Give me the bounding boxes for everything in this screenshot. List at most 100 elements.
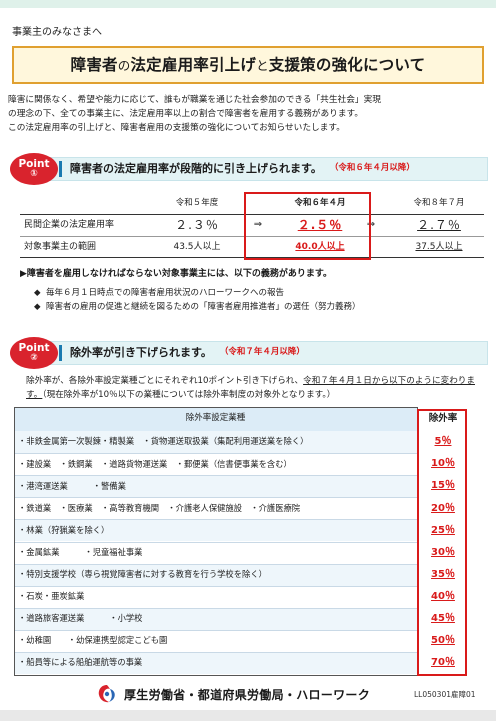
title-part-2: の — [117, 57, 131, 73]
page-title: 障害者の法定雇用率引上げと支援策の強化について — [71, 55, 426, 76]
row-label: 民間企業の法定雇用率 — [24, 219, 115, 230]
row-divider — [14, 563, 418, 565]
title-box: 障害者の法定雇用率引上げと支援策の強化について — [12, 46, 484, 84]
list-item: ◆ 障害者の雇用の促進と継続を図るための「障害者雇用推進者」の選任（努力義務） — [34, 300, 361, 314]
point1-heading: 障害者の法定雇用率が段階的に引き上げられます。 — [70, 161, 322, 175]
mhlw-logo-icon — [98, 685, 115, 703]
table-row: ・建設業 ・鉄鋼業 ・道路貨物運送業 ・郵便業（信書便事業を含む） 10％ — [14, 453, 468, 475]
table-row: ・石炭・亜炭鉱業 40％ — [14, 586, 468, 608]
scope-value: 43.5人以上 — [173, 242, 221, 253]
rate-cell: 30％ — [431, 546, 455, 558]
addressee-line: 事業主のみなさまへ — [12, 27, 102, 38]
table-row: ・林業（狩猟業を除く） 25％ — [14, 519, 468, 542]
scope-value: 37.5人以上 — [415, 242, 463, 253]
rate-cell: 35％ — [431, 568, 455, 580]
footer-decoration — [0, 710, 496, 721]
intro-paragraph: 障害に関係なく、希望や能力に応じて、誰もが職業を通じた社会参加のできる「共生社会… — [8, 93, 490, 135]
top-decoration-strip — [0, 0, 496, 8]
point1-heading-band: 障害者の法定雇用率が段階的に引き上げられます。 （令和６年４月以降） — [22, 157, 488, 181]
footer-organization: 厚生労働省・都道府県労働局・ハローワーク — [124, 688, 371, 702]
table-row: ・幼稚園 ・幼保連携型認定こども園 50％ — [14, 630, 468, 652]
rate-value: ２.７％ — [417, 217, 461, 232]
table-row: ・道路旅客運送業 ・小学校 45％ — [14, 607, 468, 630]
intro-line: 障害に関係なく、希望や能力に応じて、誰もが職業を通じた社会参加のできる「共生社会… — [8, 95, 381, 105]
rate-cell: 70％ — [431, 657, 455, 669]
title-part-4: と — [256, 57, 269, 73]
title-part-5: 支援策の強化について — [268, 55, 426, 74]
footer: 厚生労働省・都道府県労働局・ハローワーク LL050301雇障01 — [0, 676, 496, 721]
badge-number: ① — [30, 168, 38, 179]
highlight-frame — [244, 192, 371, 260]
point2-description: 除外率が、各除外率設定業種ごとにそれぞれ10ポイント引き下げられ、令和７年４月１… — [26, 375, 484, 402]
point2-heading: 除外率が引き下げられます。 — [70, 345, 212, 359]
table-row: ・鉄道業 ・医療業 ・高等教育機関 ・介護老人保健施設 ・介護医療院 20％ — [14, 497, 468, 519]
row-divider — [14, 541, 418, 543]
table-header-cell: 令和５年度 — [175, 198, 219, 209]
table-row: ・特別支援学校（専ら視覚障害者に対する教育を行う学校を除く） 35％ — [14, 563, 468, 586]
rate-cell: 40％ — [431, 590, 455, 602]
title-part-3: 法定雇用率引上げ — [130, 55, 257, 74]
table-header-rate: 除外率 — [418, 407, 468, 431]
title-part-1: 障害者 — [70, 55, 118, 74]
point2-heading-band: 除外率が引き下げられます。 （令和７年４月以降） — [22, 341, 488, 365]
highlight-frame — [417, 409, 467, 676]
table-header-cell — [20, 194, 148, 214]
duty-heading: ▶障害者を雇用しなければならない対象事業主には、以下の義務があります。 — [20, 269, 333, 279]
industry-cell: ・石炭・亜炭鉱業 — [18, 591, 85, 602]
table-header-row: 除外率設定業種 除外率 — [14, 407, 468, 431]
description-note: （現在除外率が10％以下の業種については除外率制度の対象外となります。） — [42, 389, 336, 400]
table-row: ・港湾運送業 ・警備業 15％ — [14, 475, 468, 498]
industry-cell: ・道路旅客運送業 ・小学校 — [14, 607, 418, 630]
rate-cell: 50％ — [431, 635, 455, 647]
industry-cell: ・船員等による船舶運航等の事業 — [14, 652, 418, 675]
point2-badge: Point ② — [10, 337, 58, 369]
badge-word: Point — [18, 157, 50, 170]
industry-cell: ・特別支援学校（専ら視覚障害者に対する教育を行う学校を除く） — [14, 563, 418, 586]
scope-value-highlight: 40.0人以上 — [295, 242, 345, 253]
rate-cell: 45％ — [431, 613, 455, 625]
rate-value: ２.３％ — [175, 217, 219, 232]
table-header-cell: 令和６年４月 — [294, 198, 346, 209]
document-code: LL050301雇障01 — [414, 690, 476, 699]
table-header-row: 令和５年度 令和６年４月 令和８年７月 — [20, 194, 484, 214]
heading-accent-bar — [59, 161, 62, 177]
row-divider — [20, 236, 484, 237]
description-text-underlined: 令和７年４月１日から以下のように変わります。 — [26, 376, 475, 400]
industry-cell: ・金属鉱業 ・児童福祉事業 — [18, 546, 143, 557]
duty-text: 毎年６月１日時点での障害者雇用状況のハローワークへの報告 — [46, 288, 285, 298]
duty-text: 障害者の雇用の促進と継続を図るための「障害者雇用推進者」の選任（努力義務） — [46, 302, 361, 312]
diamond-bullet-icon: ◆ — [34, 302, 41, 312]
industry-cell: ・林業（狩猟業を除く） — [14, 519, 418, 542]
table-row: ・船員等による船舶運航等の事業 70％ — [14, 652, 468, 675]
table-row: ・非鉄金属第一次製錬・精製業 ・貨物運送取扱業（集配利用運送業を除く） 5％ — [14, 431, 468, 454]
row-label: 対象事業主の範囲 — [24, 242, 97, 253]
point1-badge: Point ① — [10, 153, 58, 185]
table-body — [20, 214, 484, 258]
list-item: ◆ 毎年６月１日時点での障害者雇用状況のハローワークへの報告 — [34, 286, 361, 300]
table-row: ・金属鉱業 ・児童福祉事業 30％ — [14, 542, 468, 564]
rate-cell: 10％ — [431, 458, 455, 470]
description-text: 除外率が、各除外率設定業種ごとにそれぞれ10ポイント引き下げられ、 — [26, 376, 304, 386]
industry-cell: ・鉄道業 ・医療業 ・高等教育機関 ・介護老人保健施設 ・介護医療院 — [18, 502, 301, 513]
table-header-industry: 除外率設定業種 — [14, 407, 418, 431]
table-row: 対象事業主の範囲 43.5人以上 40.0人以上 37.5人以上 — [20, 237, 484, 258]
rate-cell: 5％ — [434, 436, 452, 448]
duty-list: ◆ 毎年６月１日時点での障害者雇用状況のハローワークへの報告 ◆ 障害者の雇用の促進… — [34, 286, 361, 314]
row-divider — [14, 585, 418, 587]
industry-cell: ・港湾運送業 ・警備業 — [14, 475, 418, 498]
row-divider — [14, 607, 418, 609]
industry-cell: ・非鉄金属第一次製錬・精製業 ・貨物運送取扱業（集配利用運送業を除く） — [14, 431, 418, 454]
rate-value-highlight: ２.５％ — [297, 217, 343, 232]
row-divider — [14, 519, 418, 521]
point1-period: （令和６年４月以降） — [329, 163, 415, 174]
intro-line: この法定雇用率の引上げと、障害者雇用の支援策の強化についてお知らせいたします。 — [8, 123, 345, 133]
rate-cell: 15％ — [431, 480, 455, 492]
intro-line: の理念の下、全ての事業主に、法定雇用率以上の割合で障害者を雇用する義務があります… — [8, 109, 364, 119]
row-divider — [14, 652, 418, 653]
badge-word: Point — [18, 341, 50, 354]
industry-cell: ・幼稚園 ・幼保連携型認定こども園 — [18, 635, 168, 646]
diamond-bullet-icon: ◆ — [34, 288, 41, 298]
row-divider — [14, 629, 418, 631]
badge-number: ② — [30, 352, 38, 363]
rate-cell: 25％ — [431, 524, 455, 536]
